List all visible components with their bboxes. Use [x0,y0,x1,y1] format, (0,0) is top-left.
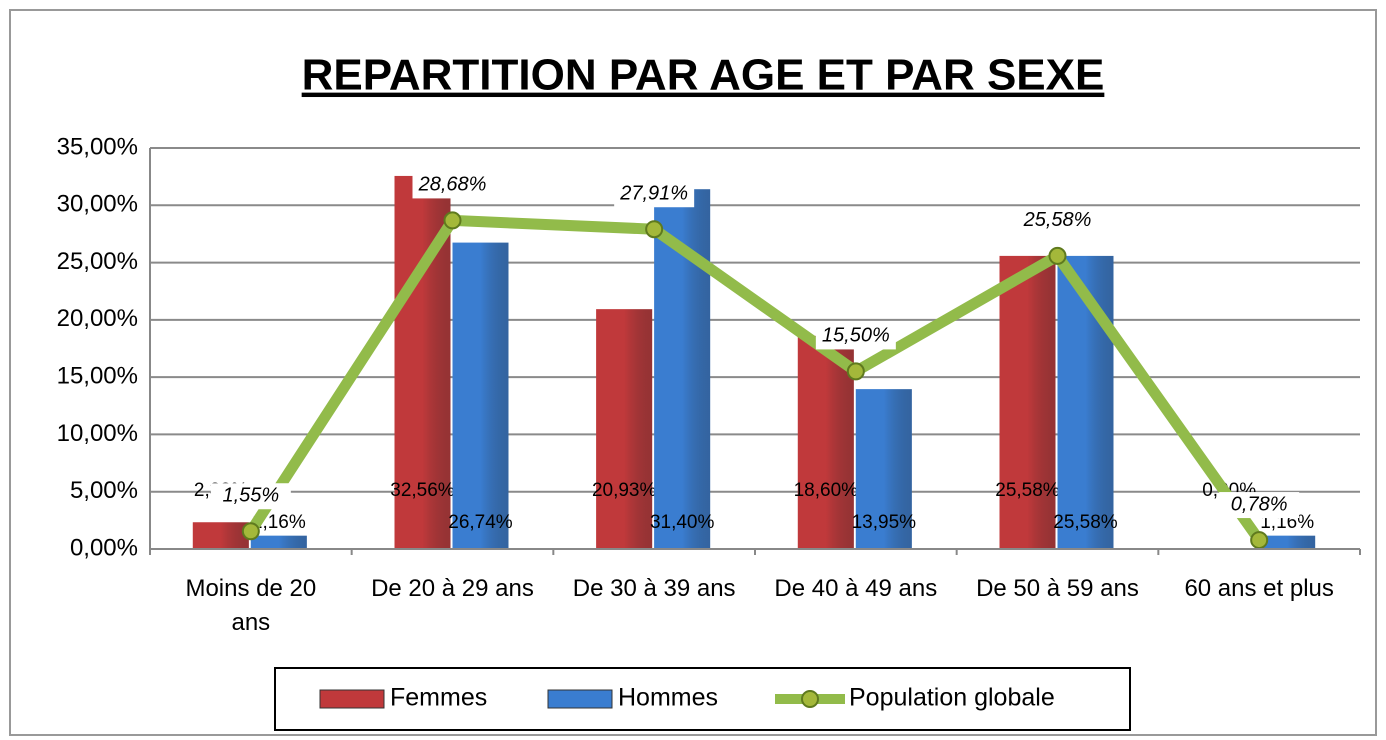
bar-shade [1259,535,1316,549]
bar-shade [797,335,854,549]
chart-title: REPARTITION PAR AGE ET PAR SEXE [302,51,1105,100]
x-tick-label: De 40 à 49 ans [774,575,938,602]
line-marker [241,522,260,541]
line-marker [645,220,664,239]
line-marker [1048,246,1067,265]
legend-marker [801,690,819,708]
x-tick-label: 60 ans et plus [1184,575,1334,602]
data-label: 20,93% [592,480,657,501]
data-label: 27,91% [619,183,688,205]
data-label: 32,56% [390,480,455,501]
data-label: 15,50% [822,325,890,347]
x-tick-label: De 20 à 29 ans [371,575,534,602]
label-bg [1219,492,1300,519]
data-label: 28,68% [418,174,487,196]
data-label: 25,58% [1023,209,1092,231]
y-tick-label: 25,00% [57,248,138,275]
line [246,214,1264,544]
y-tick-label: 35,00% [57,133,138,160]
x-tick-label: De 30 à 39 ans [572,575,736,602]
legend-swatch [319,689,385,709]
label-bg [815,323,896,350]
y-tick-label: 10,00% [57,420,138,447]
bar-shade [452,242,509,550]
bar-shade [192,522,249,549]
y-tick-label: 5,00% [70,477,138,504]
legend-label: Femmes [390,684,487,712]
data-label: 31,40% [650,512,715,533]
legend-swatch [547,689,613,709]
data-label: 13,95% [852,512,917,533]
line-marker [1250,531,1269,550]
line-marker [443,211,462,230]
x-tick-label: De 50 à 59 ans [976,575,1139,602]
data-label: 1,55% [222,485,279,507]
y-tick-label: 20,00% [57,305,138,332]
x-tick-label: Moins de 20 ans [185,575,317,636]
label-bg [1017,207,1098,234]
data-label: 18,60% [794,480,859,501]
label-bg [614,181,695,208]
legend-label: Hommes [618,684,718,712]
label-bg [412,172,493,199]
data-label: 26,74% [448,512,513,533]
bar-shade [999,255,1056,550]
bar-shade [596,309,653,549]
data-label: 25,58% [1053,512,1118,533]
data-label: 0,78% [1231,493,1288,515]
bar-shade [250,535,307,549]
legend-label: Population globale [849,684,1055,712]
y-tick-label: 0,00% [70,534,138,561]
bar-shade [855,389,912,549]
line-marker [846,362,865,381]
legend [274,667,1131,731]
data-label: 25,58% [995,480,1060,501]
y-tick-label: 15,00% [57,362,138,389]
y-tick-label: 30,00% [57,191,138,218]
label-bg [210,483,291,510]
